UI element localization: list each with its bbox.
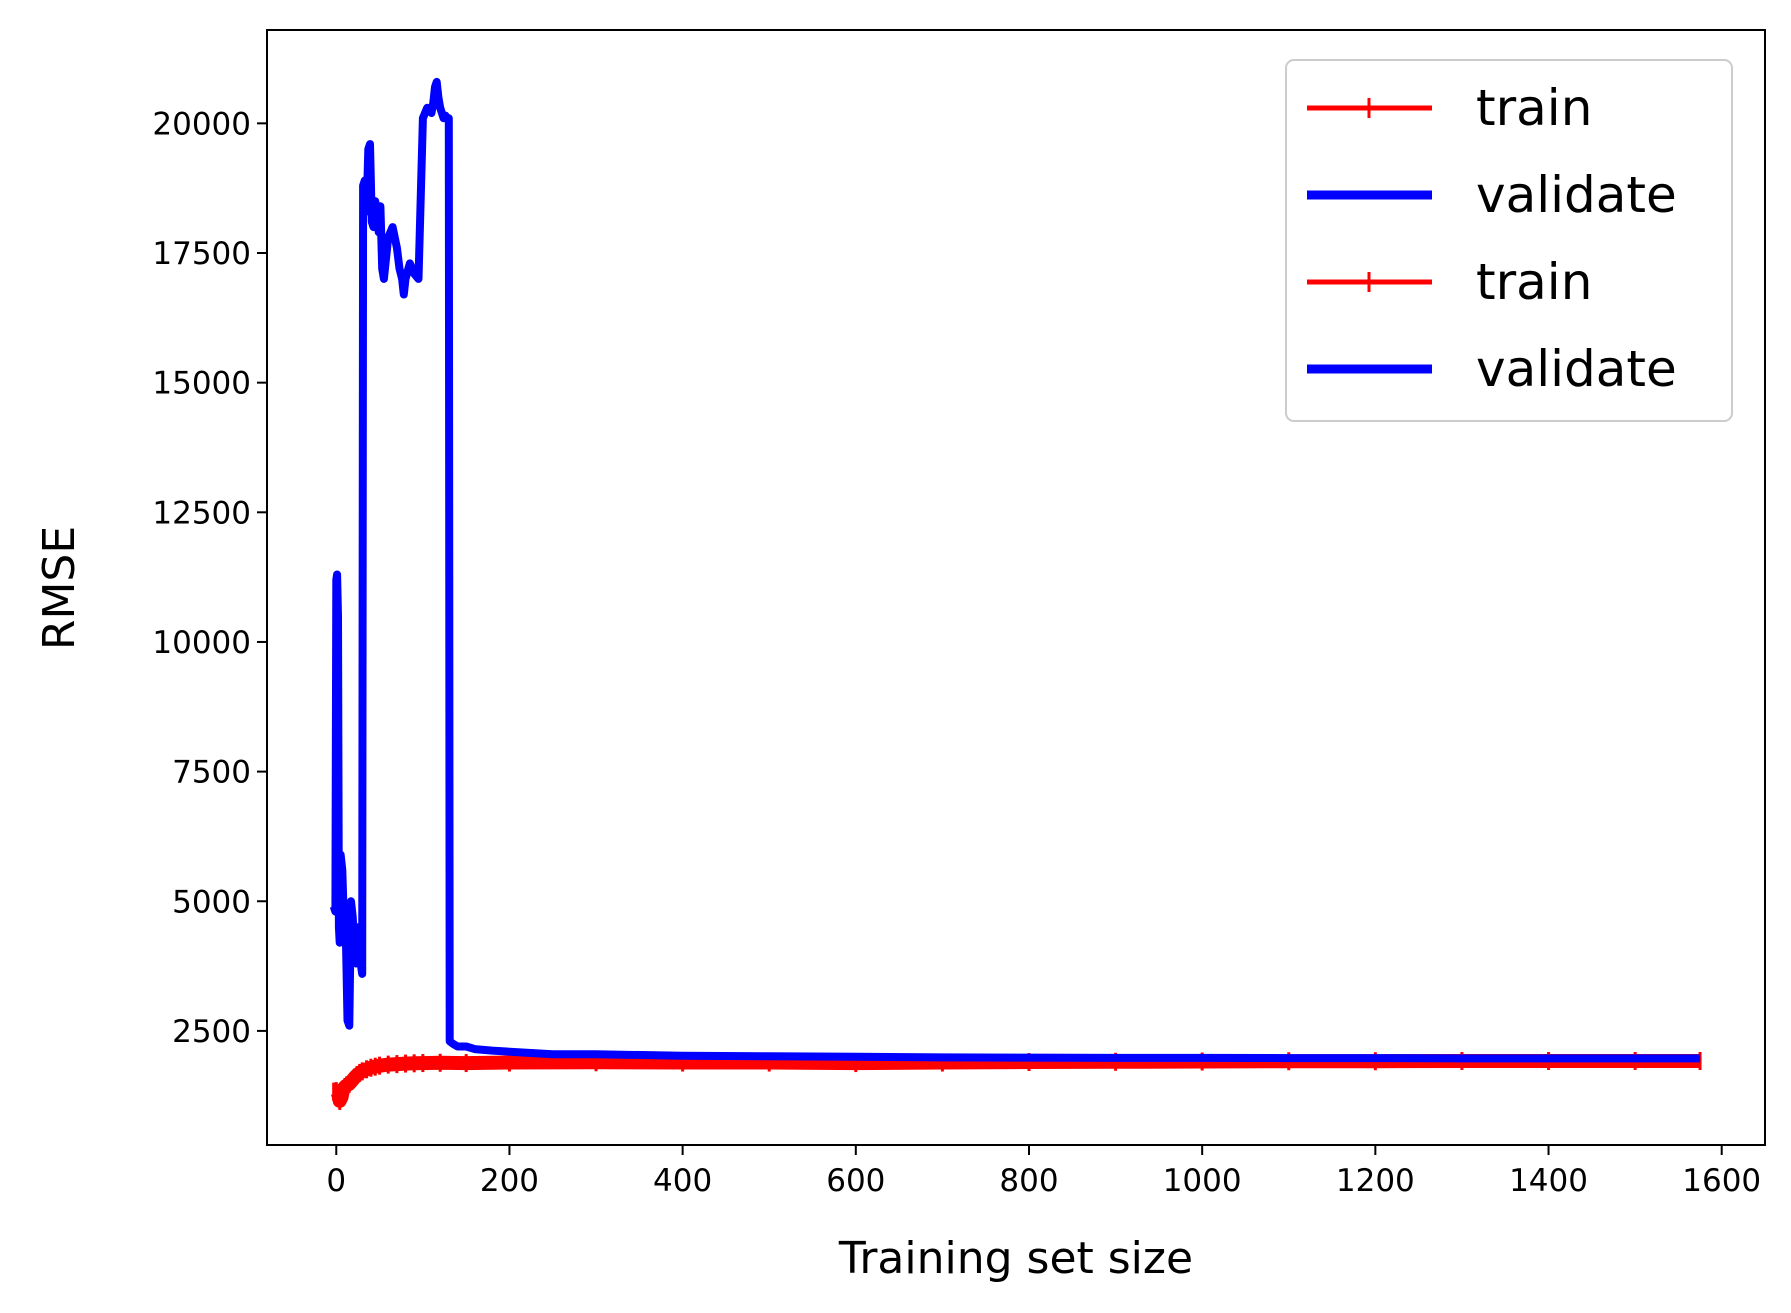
x-tick-label: 1000 [1163,1163,1242,1199]
x-axis-ticks: 0 200 400 600 800 1000 1200 1400 1600 [326,1145,1761,1199]
y-axis-label: RMSE [34,526,85,650]
x-axis-label: Training set size [838,1233,1193,1284]
x-tick-label: 200 [480,1163,539,1199]
y-tick-label: 5000 [172,884,251,920]
plot-frame [266,29,1766,1146]
series-validate-line [329,77,1701,1063]
y-tick-label: 20000 [152,106,251,142]
legend-label-validate: validate [1476,166,1677,224]
legend-label-train: train [1476,79,1592,137]
legend: train validate train validate [1285,59,1733,422]
legend-box [1285,59,1733,422]
y-axis-ticks: 2500 5000 7500 10000 12500 15000 17500 20000 [152,106,267,1050]
x-tick-label: 1600 [1682,1163,1761,1199]
x-tick-label: 400 [653,1163,712,1199]
y-tick-label: 7500 [172,755,251,791]
y-tick-label: 2500 [172,1014,251,1050]
legend-label-train: train [1476,253,1592,311]
y-tick-label: 10000 [152,625,251,661]
y-tick-label: 12500 [152,495,251,531]
legend-label-validate: validate [1476,340,1677,398]
x-tick-label: 600 [826,1163,885,1199]
x-tick-label: 1400 [1509,1163,1588,1199]
y-tick-label: 17500 [152,236,251,272]
x-tick-label: 800 [999,1163,1058,1199]
series-layer [329,77,1702,1110]
x-tick-label: 0 [326,1163,346,1199]
x-tick-label: 1200 [1336,1163,1415,1199]
y-tick-label: 15000 [152,366,251,402]
